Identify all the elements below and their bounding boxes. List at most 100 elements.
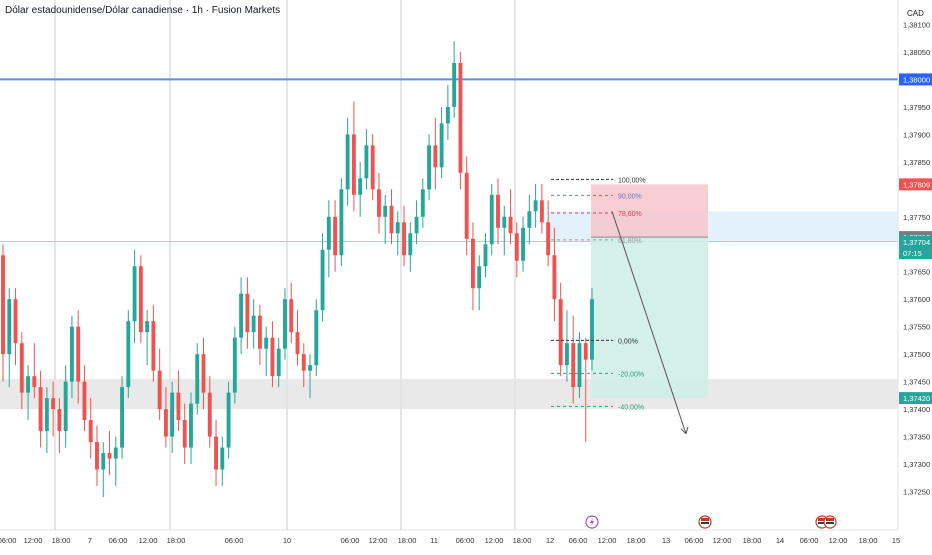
time-tick-label: 12:00 [829,536,848,545]
fib-level-label: -20,00% [618,371,644,378]
candle-body [176,392,181,421]
time-tick-label: 13 [662,536,670,545]
candle-body [358,178,363,195]
time-tick-label: 18:00 [743,536,762,545]
candle-body [138,266,143,333]
candle-body [88,420,93,443]
candle-body [44,398,49,432]
candle-body [245,293,250,333]
price-tick-label: 1,38050 [903,48,930,57]
candle-body [26,376,31,393]
candle-body [170,392,175,437]
time-tick-label: 10 [283,536,291,545]
candle-body [395,222,400,234]
candle-body [251,315,256,333]
candle-body [239,293,244,338]
candle-body [151,321,156,371]
price-tick-label: 1,37600 [903,295,930,304]
time-tick-label: 7 [88,536,92,545]
price-tick-label: 1,37650 [903,268,930,277]
time-tick-label: 12:00 [713,536,732,545]
time-tick-label: 06:00 [341,536,360,545]
candle-body [508,216,513,234]
fib-level-label: 100,00% [618,177,646,184]
price-tick-label: 1,37850 [903,158,930,167]
price-badge-label: 1,37420 [903,394,930,403]
candle-body [120,387,124,448]
candle-body [201,354,206,393]
time-tick-label: 06:00 [685,536,704,545]
candle-body [345,134,350,190]
candle-body [364,145,369,179]
candle-body [489,194,494,245]
us-flag-icon [701,518,709,521]
candle-body [583,343,588,360]
time-tick-label: 18:00 [167,536,186,545]
candle-body [126,321,131,388]
take-profit-zone [591,237,708,399]
price-badge [899,236,932,249]
candle-body [452,62,457,107]
lightning-icon [590,518,594,526]
time-tick-label: 11 [430,536,438,545]
candle-body [289,299,294,333]
candle-body [82,381,87,421]
candle-body [552,255,557,300]
price-badge [899,73,932,86]
time-tick-label: 12 [546,536,554,545]
candle-body [483,244,488,267]
candle-body [571,343,576,388]
candle-body [427,145,432,190]
time-tick-label: 18:00 [859,536,878,545]
candle-body [333,216,338,256]
candle-body [502,216,507,228]
us-flag-icon [826,522,834,524]
candle-body [101,453,106,470]
price-tick-label: 1,37500 [903,350,930,359]
candle-body [533,200,538,212]
chart-title: Dólar estadounidense/Dólar canadiense · … [5,5,281,16]
candle-body [351,134,356,195]
candle-body [420,189,425,217]
candle-body [7,299,12,355]
candle-body [527,211,532,228]
time-tick-label: 12:00 [598,536,617,545]
fib-level-label: 61,80% [618,238,642,245]
candle-body [458,62,463,173]
candle-body [370,145,375,190]
candle-body [496,194,500,228]
time-tick-label: 06:00 [800,536,819,545]
price-badge [899,178,932,191]
candle-body [76,326,81,382]
candle-body [477,266,482,289]
stop-loss-zone [591,184,708,238]
candle-body [301,354,306,371]
candle-body [95,442,99,470]
price-badge [899,247,932,260]
currency-label: CAD [907,9,924,18]
candle-body [320,249,325,311]
candle-body [408,233,413,256]
price-tick-label: 1,37550 [903,323,930,332]
candle-body [182,420,187,448]
fib-level-label: 90,00% [618,193,642,200]
price-tick-label: 1,37250 [903,488,930,497]
candle-body [32,376,37,388]
time-tick-label: 12:00 [139,536,158,545]
candle-body [163,409,168,437]
candle-body [264,337,269,349]
candle-body [445,106,450,124]
support-zone [0,378,898,410]
candle-body [13,299,18,344]
candle-body [564,343,569,366]
price-tick-label: 1,37750 [903,213,930,222]
price-badge-label: 1,38000 [903,75,930,84]
time-tick-label: 06:00 [109,536,128,545]
candle-body [1,255,5,355]
time-tick-label: 06:00 [456,536,475,545]
candle-body [295,332,300,355]
candle-body [132,266,137,322]
candle-body [558,299,563,366]
